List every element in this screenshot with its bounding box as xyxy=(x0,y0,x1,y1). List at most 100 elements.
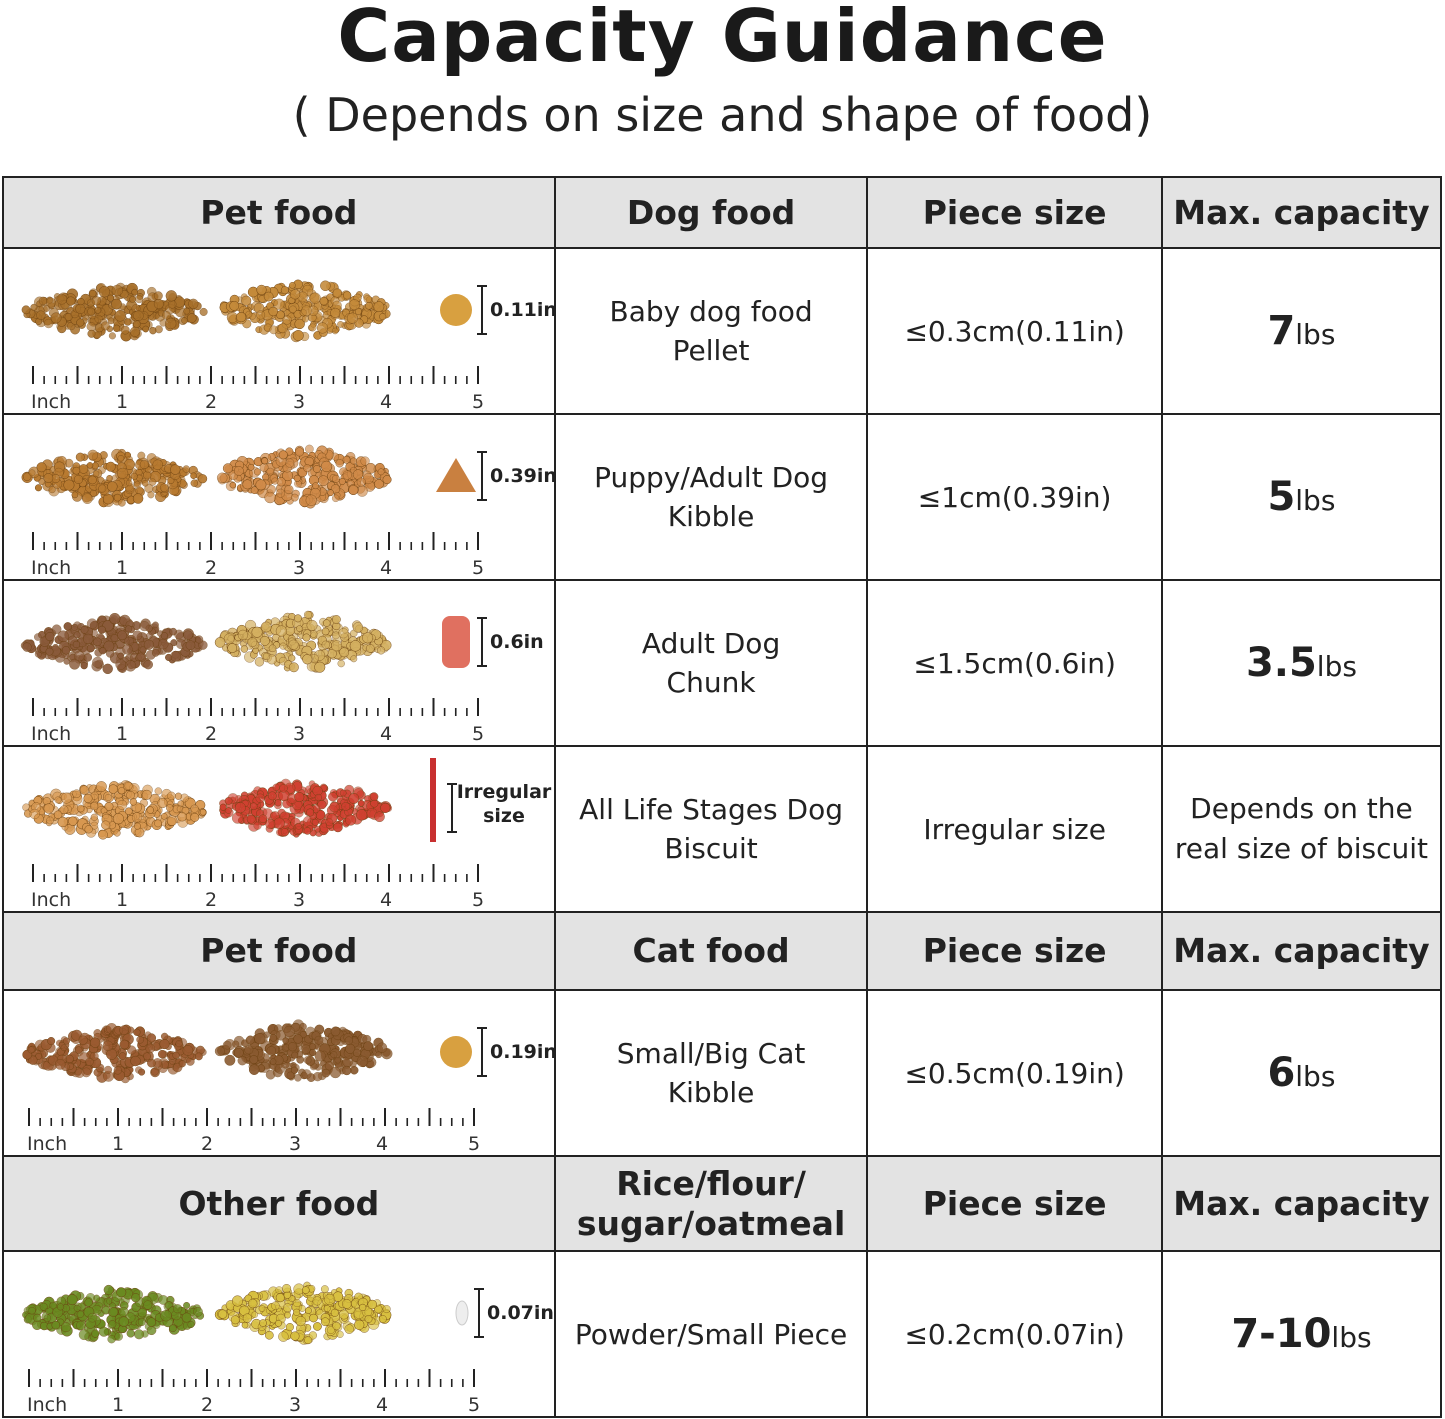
inch-ruler xyxy=(32,531,479,550)
capacity-value: 3.5 xyxy=(1245,640,1317,686)
ruler-tick-label: 2 xyxy=(205,723,217,745)
ruler-unit-label: Inch xyxy=(31,889,71,911)
ruler-tick-label: 2 xyxy=(205,557,217,579)
ruler-tick-label: 3 xyxy=(289,1394,301,1416)
ruler-tick-label: 2 xyxy=(201,1394,213,1416)
inch-ruler xyxy=(32,863,479,882)
ruler-unit-label: Inch xyxy=(27,1133,67,1155)
food-pile-image xyxy=(22,1284,205,1343)
column-header: Max. capacity xyxy=(1160,1155,1443,1252)
food-type: Baby dog food Pellet xyxy=(609,295,813,367)
ruler-tick-label: 1 xyxy=(116,889,128,911)
table-row: 0.07in Inch 1 2 3 4 5 Powder/Small Piece ≤0.2cm(… xyxy=(2,1250,1443,1418)
ruler-tick-label: 4 xyxy=(376,1133,388,1155)
food-type: Puppy/Adult Dog Kibble xyxy=(594,461,829,533)
piece-sample-image xyxy=(430,757,436,842)
food-image-cell: 0.39in Inch 1 2 3 4 5 xyxy=(2,413,557,581)
food-image-cell: 0.11in Inch 1 2 3 4 5 xyxy=(2,247,557,415)
capacity-unit: lbs xyxy=(1295,318,1336,351)
table-row: 0.11in Inch 1 2 3 4 5 Baby dog food Pellet ≤0.3c… xyxy=(2,247,1443,415)
food-pile-image xyxy=(219,778,393,838)
ruler-tick-label: 5 xyxy=(472,889,484,911)
table-row: Irregular size Inch 1 2 3 4 5 All Life Stages Do… xyxy=(2,745,1443,913)
max-capacity: 7-10lbs xyxy=(1163,1311,1440,1357)
food-pile-image xyxy=(214,1018,393,1082)
ruler-tick-label: 3 xyxy=(293,723,305,745)
capacity-unit: lbs xyxy=(1295,484,1336,517)
food-type: All Life Stages Dog Biscuit xyxy=(579,793,843,865)
food-image-cell: 0.19in Inch 1 2 3 4 5 xyxy=(2,989,557,1157)
ruler-tick-label: 1 xyxy=(116,557,128,579)
size-indicator-icon xyxy=(477,450,487,501)
capacity-unit: lbs xyxy=(1295,1060,1336,1093)
column-header: Other food xyxy=(2,1155,556,1252)
food-type: Small/Big Cat Kibble xyxy=(616,1037,806,1109)
column-header: Pet food xyxy=(2,911,556,991)
page-title: Capacity Guidance xyxy=(337,0,1108,78)
piece-size-label: 0.6in xyxy=(490,631,544,653)
food-type: Powder/Small Piece xyxy=(574,1317,848,1351)
ruler-unit-label: Inch xyxy=(31,723,71,745)
piece-sample-image xyxy=(455,1300,469,1325)
piece-size-label: 0.39in xyxy=(490,465,557,487)
page-subtitle: ( Depends on size and shape of food) xyxy=(292,88,1153,142)
piece-size-label: size xyxy=(483,805,525,827)
capacity-unit: lbs xyxy=(1331,1321,1372,1354)
max-capacity: Depends on the real size of biscuit xyxy=(1174,792,1428,865)
max-capacity: 3.5lbs xyxy=(1163,640,1440,686)
max-capacity: 5lbs xyxy=(1163,474,1440,520)
piece-size-label: 0.11in xyxy=(490,299,557,321)
max-capacity: 7lbs xyxy=(1163,308,1440,354)
size-indicator-icon xyxy=(474,1287,484,1338)
food-image-cell: Irregular size Inch 1 2 3 4 5 xyxy=(2,745,556,913)
food-image-cell: 0.07in Inch 1 2 3 4 5 xyxy=(2,1250,556,1418)
piece-size: Irregular size xyxy=(923,812,1106,846)
column-header: Piece size xyxy=(866,911,1163,991)
ruler-tick-label: 4 xyxy=(380,889,392,911)
ruler-unit-label: Inch xyxy=(31,391,71,413)
inch-ruler xyxy=(28,1107,475,1126)
food-type: Adult Dog Chunk xyxy=(641,627,781,699)
food-pile-image xyxy=(214,1281,392,1345)
food-pile-image xyxy=(22,1022,207,1083)
capacity-value: 7-10 xyxy=(1231,1311,1332,1357)
ruler-tick-label: 3 xyxy=(293,557,305,579)
piece-sample-image xyxy=(440,293,472,326)
column-header: Pet food xyxy=(2,176,556,249)
table-row: 0.39in Inch 1 2 3 4 5 Puppy/Adult Dog Kibble ≤1c… xyxy=(2,413,1443,581)
column-header: Rice/flour/ sugar/oatmeal xyxy=(553,1155,869,1252)
food-pile-image xyxy=(216,444,392,508)
max-capacity: 6lbs xyxy=(1163,1050,1440,1096)
inch-ruler xyxy=(32,697,479,716)
piece-sample-image xyxy=(436,457,476,492)
inch-ruler xyxy=(28,1368,475,1387)
ruler-tick-label: 1 xyxy=(116,723,128,745)
header-row: Other food Rice/flour/ sugar/oatmeal Piece… xyxy=(2,1155,1443,1252)
food-pile-image xyxy=(21,448,208,507)
inch-ruler xyxy=(32,365,479,384)
piece-size: ≤1cm(0.39in) xyxy=(917,480,1112,514)
food-pile-image xyxy=(22,779,207,840)
ruler-tick-label: 1 xyxy=(112,1394,124,1416)
ruler-unit-label: Inch xyxy=(31,557,71,579)
food-pile-image xyxy=(21,282,208,341)
ruler-tick-label: 5 xyxy=(468,1394,480,1416)
capacity-value: 5 xyxy=(1267,474,1296,520)
capacity-unit: lbs xyxy=(1316,650,1357,683)
ruler-tick-label: 3 xyxy=(289,1133,301,1155)
ruler-tick-label: 5 xyxy=(472,723,484,745)
header-row: Pet food Cat food Piece size Max. capacity xyxy=(2,911,1443,991)
ruler-tick-label: 4 xyxy=(376,1394,388,1416)
piece-size-label: 0.07in xyxy=(487,1302,554,1324)
ruler-tick-label: 1 xyxy=(112,1133,124,1155)
ruler-tick-label: 2 xyxy=(205,889,217,911)
size-indicator-icon xyxy=(477,1026,487,1077)
ruler-tick-label: 4 xyxy=(380,557,392,579)
capacity-table: Pet food Dog food Piece size Max. capacity 0… xyxy=(2,176,1443,1418)
piece-size: ≤0.2cm(0.07in) xyxy=(904,1317,1125,1351)
column-header: Max. capacity xyxy=(1160,911,1443,991)
ruler-unit-label: Inch xyxy=(27,1394,67,1416)
ruler-tick-label: 5 xyxy=(472,557,484,579)
capacity-value: 7 xyxy=(1267,308,1296,354)
size-indicator-icon xyxy=(447,782,457,833)
